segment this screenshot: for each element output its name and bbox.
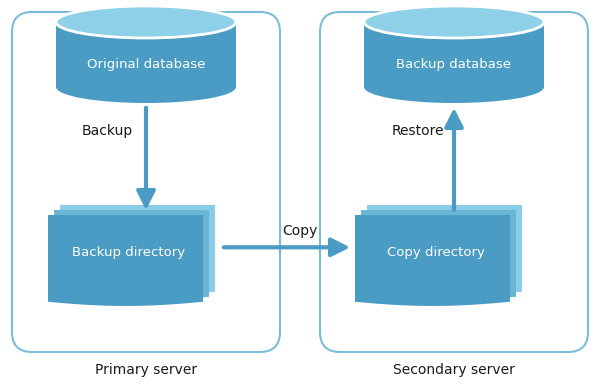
Text: Restore: Restore — [392, 124, 445, 138]
Ellipse shape — [56, 6, 236, 38]
Ellipse shape — [364, 6, 544, 38]
Ellipse shape — [56, 71, 236, 103]
Bar — [56, 22, 236, 87]
Polygon shape — [355, 215, 510, 306]
Polygon shape — [60, 205, 215, 296]
Text: Copy: Copy — [283, 224, 317, 238]
FancyBboxPatch shape — [12, 12, 280, 352]
Text: Copy directory: Copy directory — [386, 246, 484, 259]
Text: Primary server: Primary server — [95, 363, 197, 377]
Ellipse shape — [364, 71, 544, 103]
Polygon shape — [361, 210, 516, 301]
Text: Secondary server: Secondary server — [393, 363, 515, 377]
FancyBboxPatch shape — [320, 12, 588, 352]
Text: Original database: Original database — [87, 58, 205, 71]
Text: Backup: Backup — [82, 124, 133, 138]
Polygon shape — [367, 205, 522, 296]
Polygon shape — [54, 210, 209, 301]
Text: Backup directory: Backup directory — [72, 246, 185, 259]
Polygon shape — [48, 215, 203, 306]
Text: Backup database: Backup database — [397, 58, 511, 71]
Bar — [364, 22, 544, 87]
